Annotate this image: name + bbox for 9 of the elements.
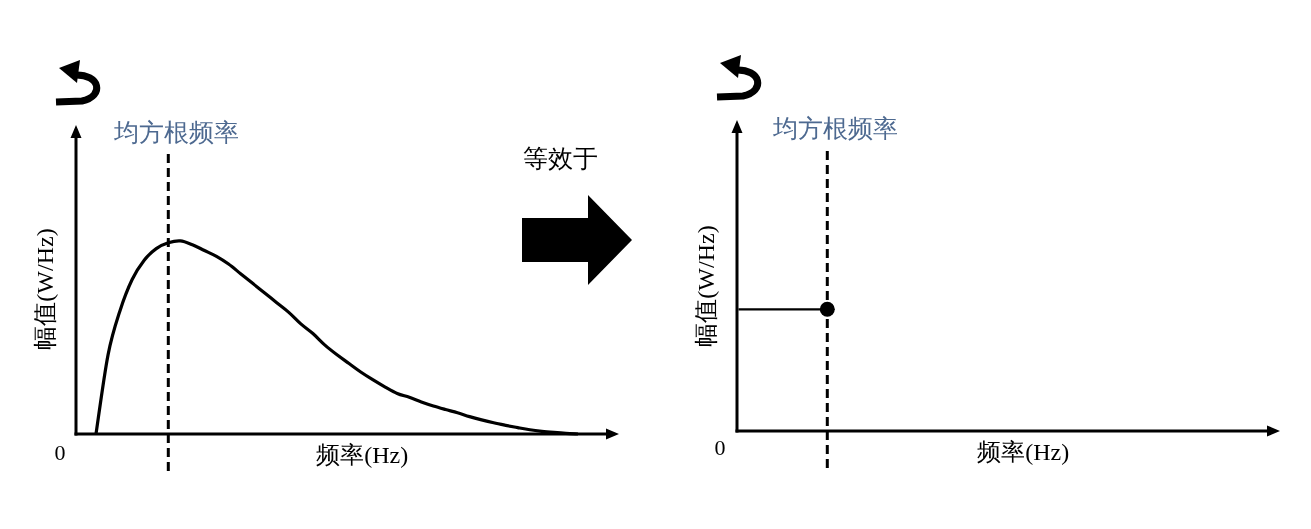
text: 等效于 xyxy=(522,144,598,173)
y-axis-title: 幅值(W/Hz) xyxy=(32,228,58,350)
text: 0 xyxy=(714,435,726,460)
x-axis-title: 频率(Hz) xyxy=(316,442,409,468)
text: 均方根频率 xyxy=(771,115,898,142)
text: 幅值(W/Hz) xyxy=(693,225,719,347)
text: 均方根频率 xyxy=(112,119,239,146)
text: 0 xyxy=(54,440,66,465)
text: 频率(Hz) xyxy=(977,439,1070,465)
